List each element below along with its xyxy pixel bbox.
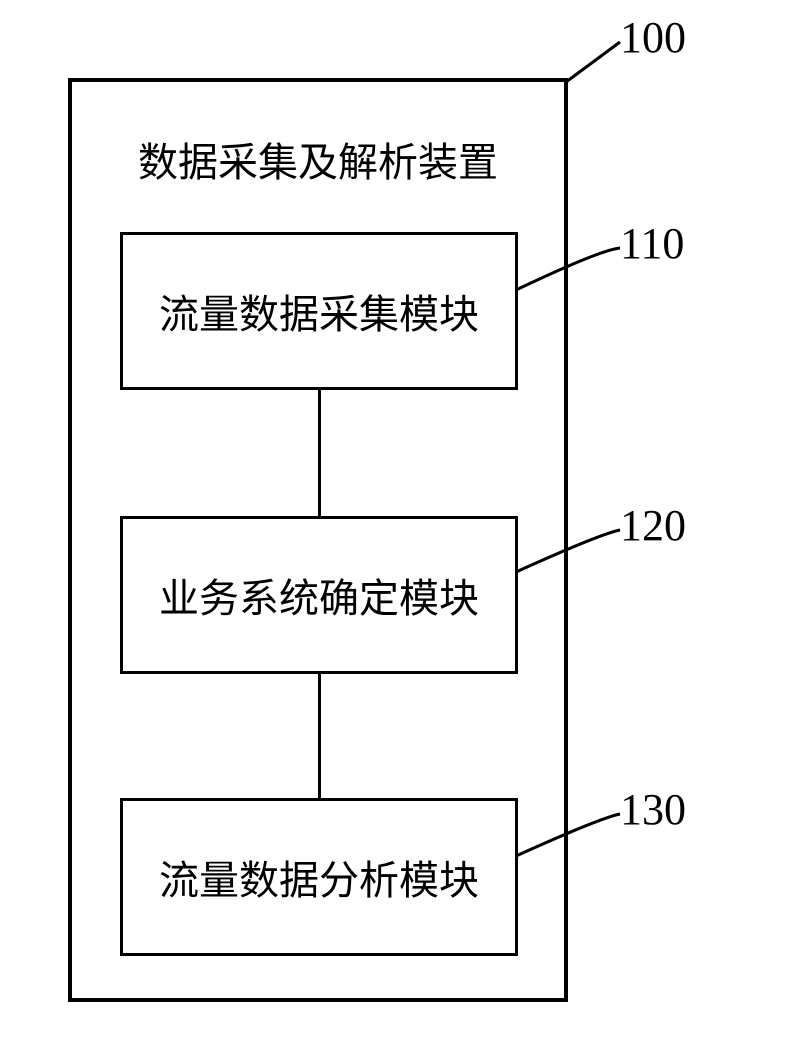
leader-120 xyxy=(516,530,620,572)
leader-130 xyxy=(516,814,620,856)
leader-svg xyxy=(0,0,806,1037)
leader-100 xyxy=(566,42,620,82)
leader-110 xyxy=(516,248,620,290)
